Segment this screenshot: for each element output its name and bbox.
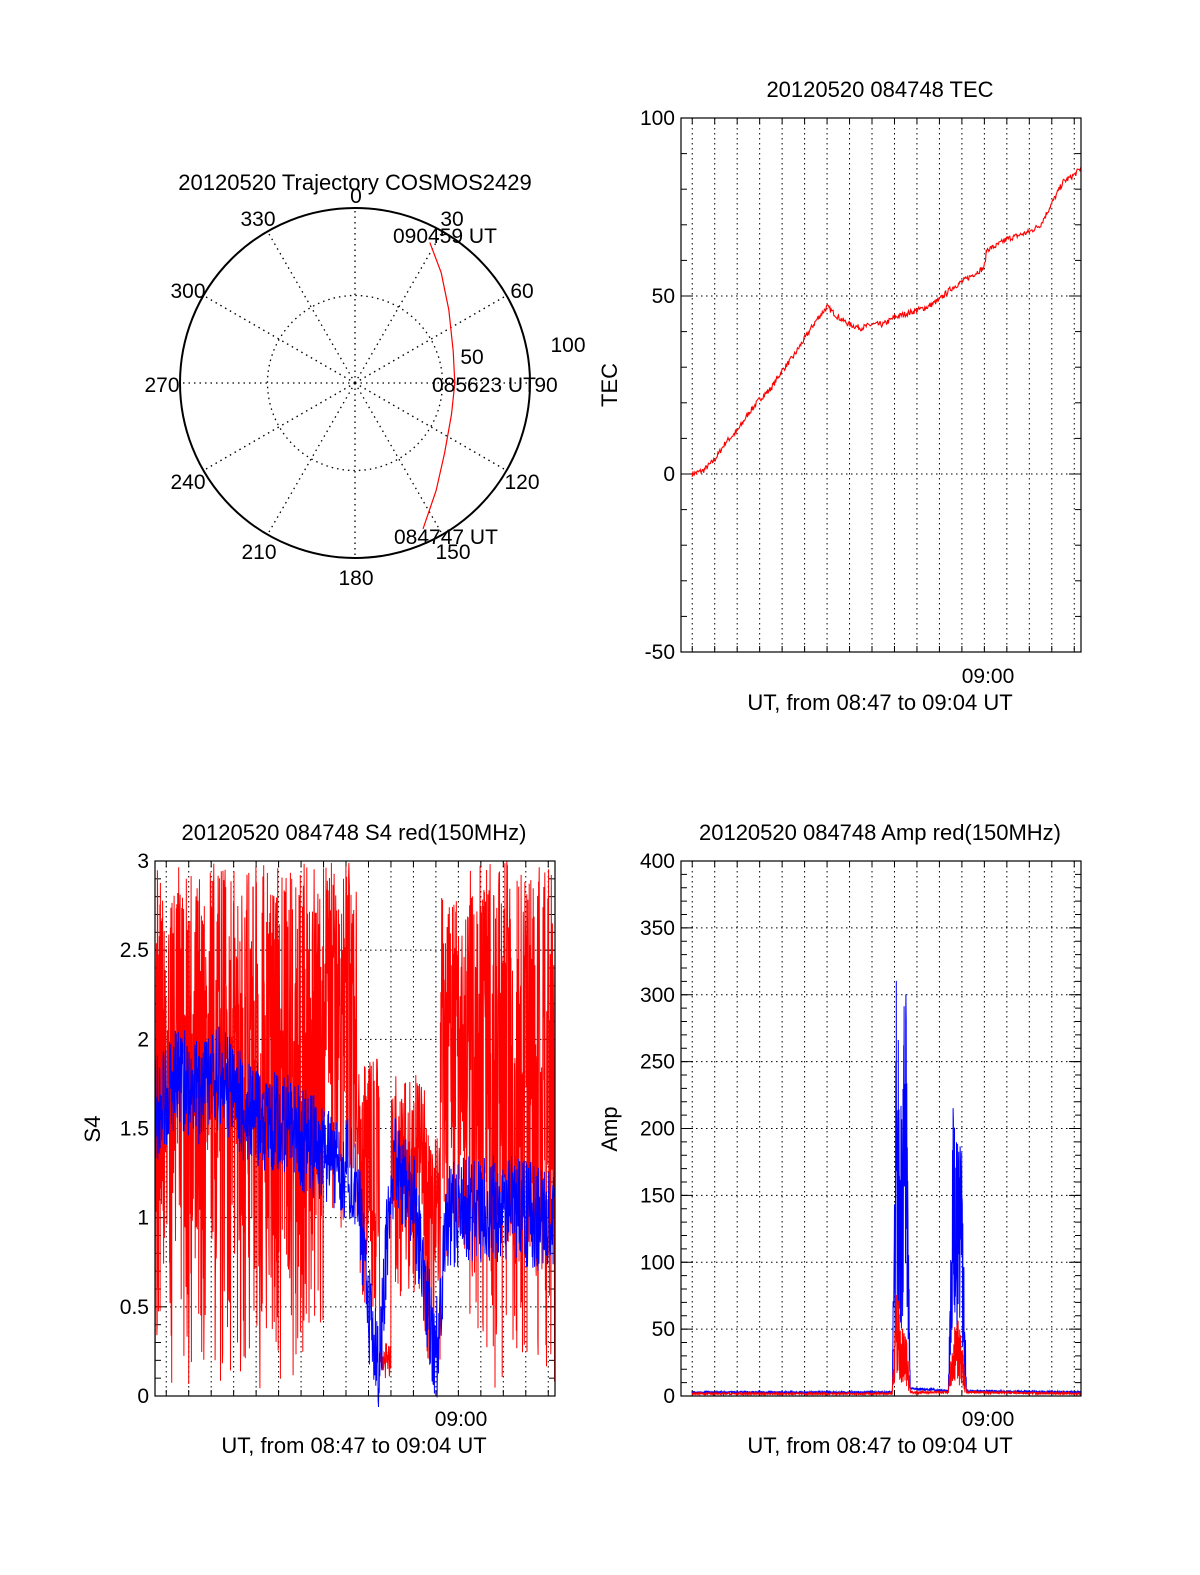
tec-y-axis-label: TEC (597, 363, 622, 407)
trajectory-end-time-label: 090459 UT (393, 225, 497, 248)
s4-y-tick-label: 1 (137, 1207, 149, 1230)
tec-line (691, 167, 1082, 477)
trajectory-start-time-label: 084747 UT (394, 526, 498, 549)
s4-y-ticks: 0 0.5 1 1.5 2 2.5 3 (120, 850, 149, 1408)
s4-red-line (154, 860, 556, 1395)
amp-red-line (691, 1294, 1082, 1397)
amp-y-tick-label: 300 (640, 984, 675, 1007)
amp-y-tick-label: 200 (640, 1118, 675, 1141)
angle-label-270: 270 (144, 374, 179, 397)
polar-grid (179, 207, 531, 559)
polar-radial-ring-50 (266, 294, 444, 472)
tec-frame (680, 117, 1082, 653)
angle-label-60: 60 (510, 280, 533, 303)
amp-y-tick-label: 350 (640, 917, 675, 940)
angle-label-150: 150 (435, 541, 470, 564)
angle-label-30: 30 (440, 208, 463, 231)
amp-y-tick-label: 150 (640, 1184, 675, 1207)
s4-y-tick-label: 2.5 (120, 939, 149, 962)
radial-label-50: 50 (460, 346, 483, 369)
s4-y-tick-label: 2 (137, 1028, 149, 1051)
amp-y-axis-label: Amp (597, 1106, 622, 1151)
amp-y-tick-label: 100 (640, 1251, 675, 1274)
s4-blue-line (154, 1026, 556, 1408)
tec-x-axis-label: UT, from 08:47 to 09:04 UT (747, 690, 1012, 715)
trajectory-line (422, 242, 456, 530)
trajectory-mid-time-label: 085623 UT (432, 374, 536, 397)
amp-y-tick-label: 400 (640, 850, 675, 873)
amp-y-tick-label: 250 (640, 1051, 675, 1074)
s4-x-axis-label: UT, from 08:47 to 09:04 UT (221, 1433, 486, 1458)
s4-x-tick-label: 09:00 (435, 1408, 488, 1431)
tec-chart: 20120520 084748 TEC -50 0 50 100 09:00 UT, … (597, 77, 1082, 715)
s4-y-tick-label: 3 (137, 850, 149, 873)
s4-chart: 20120520 084748 S4 red(150MHz) 0 0.5 1 1.5 2… (80, 820, 556, 1458)
tec-y-ticks: -50 0 50 100 (640, 107, 675, 664)
angle-label-330: 330 (240, 208, 275, 231)
angle-label-0: 0 (350, 185, 362, 208)
s4-y-axis-label: S4 (80, 1116, 105, 1143)
polar-outer-circle (179, 207, 531, 559)
s4-frame (154, 860, 556, 1397)
angle-label-120: 120 (504, 471, 539, 494)
amp-frame (680, 860, 1082, 1397)
amp-title: 20120520 084748 Amp red(150MHz) (699, 820, 1061, 845)
angle-label-210: 210 (241, 541, 276, 564)
angle-label-180: 180 (338, 567, 373, 590)
amp-y-ticks: 0 50 100 150 200 250 300 350 400 (640, 850, 675, 1408)
polar-trajectory-series (422, 242, 456, 530)
tec-series (691, 167, 1082, 477)
amp-x-tick-label: 09:00 (962, 1408, 1015, 1431)
s4-series (154, 860, 556, 1408)
polar-labels: 0 30 60 90 120 150 180 210 240 270 300 3… (144, 185, 585, 590)
s4-y-tick-label: 0.5 (120, 1296, 149, 1319)
s4-y-tick-label: 0 (137, 1385, 149, 1408)
amp-chart: 20120520 084748 Amp red(150MHz) 0 50 100 15… (597, 820, 1082, 1458)
angle-label-90: 90 (534, 374, 557, 397)
s4-y-tick-label: 1.5 (120, 1118, 149, 1141)
tec-x-tick-label: 09:00 (962, 665, 1015, 688)
tec-y-tick-label: 50 (652, 285, 675, 308)
angle-label-300: 300 (170, 280, 205, 303)
amp-x-axis-label: UT, from 08:47 to 09:04 UT (747, 1433, 1012, 1458)
trajectory-title: 20120520 Trajectory COSMOS2429 (178, 170, 531, 195)
tec-title: 20120520 084748 TEC (766, 77, 993, 102)
trajectory-polar-plot: 20120520 Trajectory COSMOS2429 0 30 60 9… (144, 170, 585, 590)
tec-y-tick-label: 100 (640, 107, 675, 130)
tec-grid (681, 117, 1081, 653)
tec-y-tick-label: 0 (663, 463, 675, 486)
amp-y-tick-label: 50 (652, 1318, 675, 1341)
angle-label-240: 240 (170, 471, 205, 494)
amp-y-tick-label: 0 (663, 1385, 675, 1408)
amp-series (691, 980, 1082, 1397)
tec-y-tick-label: -50 (645, 641, 675, 664)
radial-label-100: 100 (550, 334, 585, 357)
s4-title: 20120520 084748 S4 red(150MHz) (182, 820, 527, 845)
